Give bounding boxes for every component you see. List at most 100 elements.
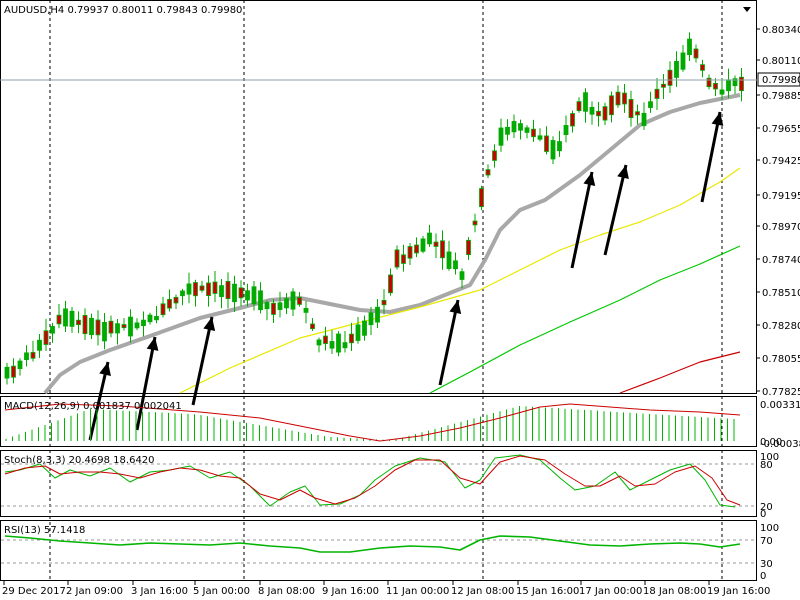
bear-candle xyxy=(596,110,601,117)
bull-candle xyxy=(420,238,426,252)
bear-candle xyxy=(693,48,699,59)
bear-candle xyxy=(479,188,484,208)
bear-candle xyxy=(407,246,413,259)
rsi-tick-label: 0 xyxy=(760,571,766,582)
bear-candle xyxy=(700,64,705,71)
arrow-head-icon xyxy=(146,337,159,351)
rsi-tick-label: 30 xyxy=(760,559,773,570)
time-tick-label: 9 Jan 16:00 xyxy=(322,586,379,597)
bear-candle xyxy=(544,135,549,152)
bull-candle xyxy=(258,290,263,311)
bear-candle xyxy=(193,282,198,297)
rsi-axis: 100 70 300 xyxy=(760,523,779,582)
bear-candle xyxy=(297,296,302,305)
bull-candle xyxy=(563,125,569,135)
macd-signal-line xyxy=(4,403,741,442)
stoch-tick-label: 20 xyxy=(760,502,773,513)
rsi-indicator xyxy=(4,535,741,553)
macd-title: MACD(12,26,9) 0.001837 0.002041 xyxy=(4,401,182,412)
rsi-title: RSI(13) 57.1418 xyxy=(4,525,85,536)
price-tick-label: 0.79885 xyxy=(762,91,800,102)
bull-candle xyxy=(427,232,432,245)
bear-candle xyxy=(654,88,660,99)
bull-candle xyxy=(186,283,192,295)
bear-candle xyxy=(492,150,497,161)
macd-tick-label: 0.00 xyxy=(760,437,782,448)
bear-candle xyxy=(433,241,439,247)
bear-candle xyxy=(635,111,640,116)
ma-green-line xyxy=(429,245,741,394)
bear-candle xyxy=(667,69,673,86)
bear-candle xyxy=(615,91,621,106)
time-tick-label: 12 Jan 08:00 xyxy=(451,586,514,597)
bear-candle xyxy=(576,101,582,112)
chart-menu-triangle-icon[interactable] xyxy=(743,7,751,12)
arrow-line xyxy=(438,299,460,386)
bull-candle xyxy=(63,308,68,327)
price-axis: 0.80340 0.80110 0.79885 0.79655 0.79425 0.791… xyxy=(756,25,800,398)
bear-candle xyxy=(30,352,36,359)
bull-candle xyxy=(719,89,725,95)
bull-candle xyxy=(459,271,465,280)
bull-candle xyxy=(648,101,653,108)
bull-candle xyxy=(589,106,595,115)
rsi-tick-label: 70 xyxy=(760,536,773,547)
rsi-line xyxy=(4,535,741,553)
bear-candle xyxy=(225,280,231,299)
bear-candle xyxy=(167,299,172,309)
bear-candle xyxy=(43,330,49,345)
bull-candle xyxy=(17,360,23,369)
bear-candle xyxy=(388,274,393,294)
bull-candle xyxy=(290,291,296,310)
bull-candle xyxy=(245,290,250,301)
price-tick-label: 0.78055 xyxy=(762,354,800,365)
chart-title: AUDUSD,H4 0.79937 0.80011 0.79843 0.7998… xyxy=(4,5,242,16)
arrow-line xyxy=(570,171,594,269)
bull-candle xyxy=(557,141,562,152)
time-tick-label: 18 Jan 08:00 xyxy=(643,586,706,597)
stochastic-indicator xyxy=(4,454,741,508)
price-tick-label: 0.79655 xyxy=(762,124,800,135)
bull-candle xyxy=(336,333,341,353)
bull-candle xyxy=(524,127,530,133)
bull-candle xyxy=(141,319,146,327)
time-tick-label: 5 Jan 00:00 xyxy=(193,586,250,597)
bull-candle xyxy=(375,306,380,323)
bear-candle xyxy=(609,95,614,116)
bull-candle xyxy=(446,251,452,269)
main-price-panel[interactable] xyxy=(0,0,757,394)
time-tick-label: 8 Jan 08:00 xyxy=(258,586,315,597)
bear-candle xyxy=(485,169,491,176)
time-tick-label: 29 Dec 2017 xyxy=(2,586,66,597)
bull-candle xyxy=(687,38,692,56)
arrow-line xyxy=(603,164,628,256)
rsi-tick-label: 100 xyxy=(760,523,779,534)
bull-candle xyxy=(50,326,55,334)
arrow-head-icon xyxy=(583,172,596,186)
bear-candle xyxy=(381,300,387,306)
stoch-signal-line xyxy=(4,455,741,506)
price-tick-label: 0.80110 xyxy=(762,56,800,67)
price-tick-label: 0.79195 xyxy=(762,191,800,202)
bull-candle xyxy=(505,126,510,135)
time-tick-label: 2 Jan 09:00 xyxy=(66,586,123,597)
bull-candle xyxy=(115,323,120,334)
bull-candle xyxy=(284,298,289,309)
bear-candle xyxy=(271,302,276,315)
bull-candle xyxy=(147,314,153,323)
bear-candle xyxy=(440,240,445,259)
stoch-tick-label: 100 xyxy=(760,452,779,463)
bull-candle xyxy=(102,322,107,342)
bull-candle xyxy=(277,302,283,310)
arrow-line xyxy=(135,336,157,431)
bear-candle xyxy=(11,365,16,378)
bear-candle xyxy=(706,77,712,88)
candlesticks xyxy=(4,32,744,385)
bull-candle xyxy=(342,342,348,349)
macd-tick-label: 0.003311 xyxy=(760,400,800,411)
bear-candle xyxy=(212,281,218,294)
bull-candle xyxy=(316,339,322,346)
rsi-panel[interactable] xyxy=(0,520,757,581)
bear-candle xyxy=(349,333,354,344)
